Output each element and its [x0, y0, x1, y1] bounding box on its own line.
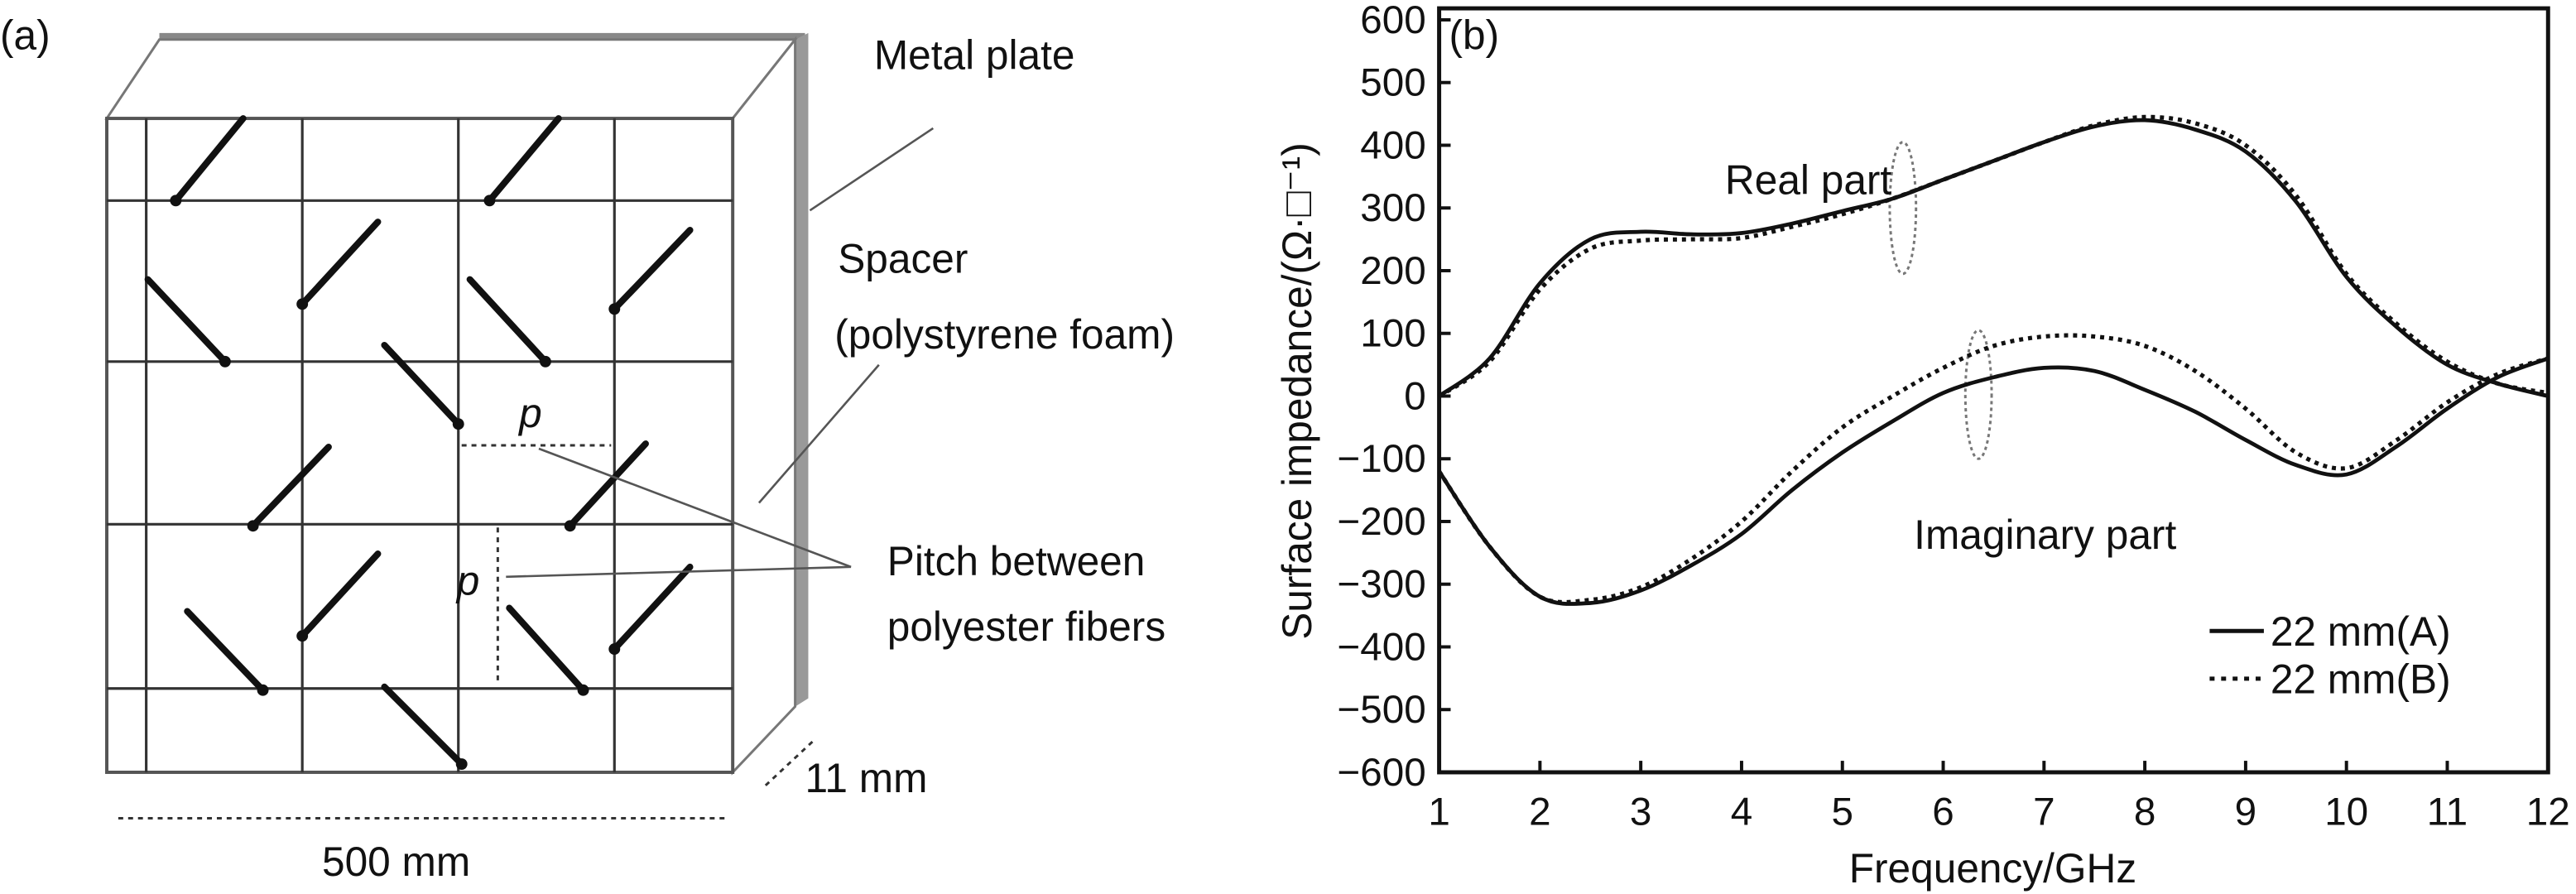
annotation-ellipse — [1888, 141, 1918, 276]
spacer-front-face — [105, 117, 735, 774]
y-tick-label: 600 — [1360, 0, 1425, 42]
x-tick-label: 7 — [2033, 790, 2055, 834]
x-tick-label: 6 — [1932, 790, 1954, 834]
plot-frame — [1437, 6, 2550, 775]
fiber-end-dot — [170, 195, 182, 207]
fiber — [299, 550, 382, 640]
pitch-label-line2: polyester fibers — [887, 603, 1165, 650]
annotation-ellipses — [1888, 141, 1993, 460]
annotation-ellipse — [1963, 329, 1993, 460]
axis-ticks: 1 2 3 4 5 6 7 8 9 10 11 126005004003002001000−100−2… — [1337, 0, 2569, 834]
fiber — [299, 219, 382, 308]
y-tick-label: 200 — [1360, 249, 1425, 293]
fiber-end-dot — [455, 758, 468, 770]
fiber — [172, 115, 247, 204]
fiber — [466, 276, 549, 365]
pitch-symbol-horizontal: p — [517, 390, 542, 436]
y-tick-label: 400 — [1360, 123, 1425, 167]
fiber-end-dot — [296, 298, 309, 310]
y-tick-label: −300 — [1337, 563, 1425, 607]
grid-lines — [107, 118, 733, 772]
x-axis-title: Frequency/GHz — [1849, 845, 2136, 892]
fiber — [381, 341, 462, 428]
legend-label-a: 22 mm(A) — [2271, 608, 2451, 655]
fiber-end-dot — [577, 684, 589, 696]
fiber-end-dot — [247, 520, 259, 532]
fiber — [506, 604, 587, 694]
spacer-top-face — [104, 38, 798, 120]
legend: 22 mm(A) 22 mm(B) — [2209, 608, 2451, 703]
x-tick-label: 3 — [1630, 790, 1652, 834]
fiber-end-dot — [483, 195, 496, 207]
fiber-end-dot — [452, 418, 464, 430]
spacer-side-face — [731, 36, 797, 776]
y-tick-label: 100 — [1360, 312, 1425, 356]
leader-lines — [506, 127, 935, 579]
y-tick-label: 0 — [1404, 374, 1425, 418]
x-tick-label: 8 — [2134, 790, 2156, 834]
thickness-arrow — [764, 738, 816, 786]
imaginary-part-annotation: Imaginary part — [1914, 512, 2176, 558]
fiber — [184, 608, 267, 694]
y-tick-label: −600 — [1337, 751, 1425, 795]
y-tick-label: −500 — [1337, 688, 1425, 732]
series-line-real-a — [1438, 118, 2549, 398]
panel-a-label: (a) — [0, 12, 50, 59]
fiber-end-dot — [296, 630, 309, 642]
y-axis-title: Surface impedance/(Ω·□⁻¹) — [1274, 142, 1320, 640]
fiber-end-dot — [257, 684, 269, 696]
x-tick-label: 1 — [1428, 790, 1450, 834]
y-tick-label: −100 — [1337, 437, 1425, 481]
x-tick-label: 9 — [2235, 790, 2257, 834]
metal-plate-side — [795, 32, 809, 707]
x-tick-label: 12 — [2526, 790, 2570, 834]
x-tick-label: 4 — [1731, 790, 1753, 834]
fiber-end-dot — [608, 643, 621, 656]
series-lines — [1437, 114, 2550, 606]
polyester-fibers — [144, 115, 694, 770]
fiber — [611, 563, 694, 653]
panel-a-diagram: (a) p p Metal plate Spacer (polystyr — [0, 12, 1175, 885]
legend-label-b: 22 mm(B) — [2271, 656, 2451, 703]
x-tick-label: 10 — [2324, 790, 2368, 834]
fiber — [611, 227, 694, 313]
thickness-label: 11 mm — [805, 755, 928, 801]
y-tick-label: 300 — [1360, 186, 1425, 230]
panel-b-label: (b) — [1449, 12, 1500, 59]
fiber-end-dot — [219, 355, 231, 368]
panel-b-chart: 1 2 3 4 5 6 7 8 9 10 11 126005004003002001000−100−2… — [1274, 0, 2570, 892]
y-tick-label: −200 — [1337, 500, 1425, 544]
x-tick-label: 2 — [1529, 790, 1551, 834]
fiber-end-dot — [539, 355, 551, 368]
fiber-end-dot — [564, 520, 576, 532]
fiber — [566, 440, 649, 530]
fiber — [144, 276, 228, 365]
fiber — [381, 683, 465, 768]
spacer-material-label: (polystyrene foam) — [834, 311, 1175, 358]
real-part-annotation: Real part — [1725, 156, 1892, 203]
fiber — [486, 115, 562, 204]
series-line-imaginary-a — [1437, 356, 2550, 606]
spacer-label: Spacer — [838, 236, 968, 282]
x-tick-label: 5 — [1831, 790, 1853, 834]
fiber-end-dot — [608, 303, 621, 315]
pitch-symbol-vertical: p — [455, 558, 480, 604]
pitch-label-line1: Pitch between — [887, 538, 1146, 584]
y-tick-label: −400 — [1337, 625, 1425, 669]
x-tick-label: 11 — [2427, 790, 2468, 834]
width-label: 500 mm — [322, 839, 470, 885]
fiber — [249, 444, 332, 530]
y-tick-label: 500 — [1360, 61, 1425, 105]
metal-plate-label: Metal plate — [874, 32, 1075, 79]
